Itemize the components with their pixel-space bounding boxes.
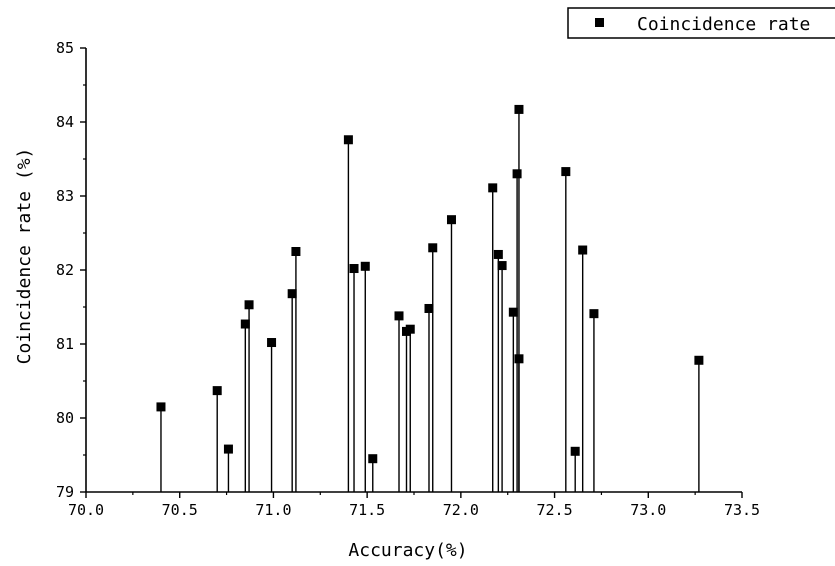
y-tick-label: 80 <box>56 409 74 427</box>
data-point <box>240 319 250 329</box>
data-point <box>446 215 456 225</box>
y-tick-label: 85 <box>56 39 74 57</box>
data-point <box>428 243 438 253</box>
legend-marker-square <box>595 18 604 27</box>
axis-labels: Accuracy(%) Coincidence rate (%) <box>14 148 468 561</box>
y-tick-label: 84 <box>56 113 74 131</box>
data-point <box>405 324 415 334</box>
x-tick-label: 73.0 <box>630 501 666 519</box>
x-axis-title: Accuracy(%) <box>348 540 467 561</box>
legend-box <box>567 7 835 39</box>
data-point <box>223 444 233 454</box>
y-axis-title: Coincidence rate (%) <box>14 148 35 365</box>
y-tick-label: 82 <box>56 261 74 279</box>
x-tick-label: 70.5 <box>162 501 198 519</box>
data-point <box>291 247 301 256</box>
legend-label: Coincidence rate <box>637 14 810 35</box>
data-point <box>156 402 166 412</box>
data-point <box>360 261 370 271</box>
data-point <box>570 446 580 456</box>
data-point <box>514 354 524 364</box>
data-point <box>694 355 704 365</box>
data-point <box>578 245 588 255</box>
data-point <box>497 261 507 271</box>
data-point <box>488 183 498 193</box>
data-point <box>508 307 518 317</box>
data-point <box>514 104 524 114</box>
data-point <box>561 167 571 177</box>
x-tick-label: 72.5 <box>537 501 573 519</box>
y-tick-label: 83 <box>56 187 74 205</box>
data-point <box>349 264 359 274</box>
x-tick-label: 71.5 <box>349 501 385 519</box>
data-marks <box>156 104 704 492</box>
axes: 70.0 70.5 71.0 71.5 72.0 72.5 73.0 73.5 79 80 81 82… <box>56 39 760 519</box>
data-point <box>244 300 254 310</box>
data-point <box>589 309 599 319</box>
data-point <box>368 454 378 464</box>
data-point <box>424 303 434 313</box>
y-tick-label: 79 <box>56 483 74 501</box>
legend: Coincidence rate <box>567 7 835 39</box>
x-tick-label: 71.0 <box>255 501 291 519</box>
x-tick-label: 70.0 <box>68 501 104 519</box>
data-point <box>287 289 297 299</box>
data-point <box>267 338 277 348</box>
data-point <box>512 169 522 179</box>
data-point <box>493 249 503 259</box>
data-point <box>212 386 222 396</box>
y-tick-label: 81 <box>56 335 74 353</box>
data-point <box>394 311 404 321</box>
x-tick-label: 73.5 <box>724 501 760 519</box>
x-tick-label: 72.0 <box>443 501 479 519</box>
data-point <box>343 135 353 145</box>
